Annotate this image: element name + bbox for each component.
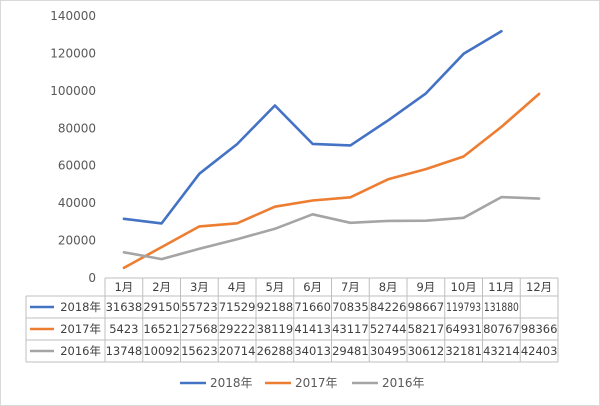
table-value: 84226 <box>370 300 407 314</box>
y-tick-label: 60000 <box>58 159 96 173</box>
table-value: 43117 <box>332 322 369 336</box>
table-value: 92188 <box>257 300 294 314</box>
x-tick-label: 4月 <box>228 280 247 294</box>
x-tick-label: 10月 <box>451 280 477 294</box>
table-value: 32181 <box>445 344 482 358</box>
table-value: 119793 <box>446 300 481 314</box>
table-value: 31638 <box>106 300 143 314</box>
table-series-name: 2018年 <box>60 300 101 314</box>
x-tick-label: 11月 <box>488 280 514 294</box>
plot-area <box>122 29 541 270</box>
table-value: 131880 <box>484 300 519 314</box>
table-value: 27568 <box>181 322 218 336</box>
table-value: 29150 <box>143 300 180 314</box>
table-value: 58217 <box>408 322 445 336</box>
table-value: 29222 <box>219 322 256 336</box>
series-line-1 <box>122 92 541 270</box>
table-value: 98667 <box>408 300 445 314</box>
y-axis: 0 20000 40000 60000 80000 100000 120000 140000 <box>50 9 96 285</box>
table-value: 71660 <box>294 300 331 314</box>
y-tick-label: 100000 <box>50 84 96 98</box>
table-value: 29481 <box>332 344 369 358</box>
table-value: 41413 <box>294 322 331 336</box>
table-value: 34013 <box>294 344 331 358</box>
table-value: 30495 <box>370 344 407 358</box>
table-value: 52744 <box>370 322 407 336</box>
x-tick-label: 8月 <box>379 280 398 294</box>
y-tick-label: 80000 <box>58 121 96 135</box>
table-value: 42403 <box>521 344 558 358</box>
x-tick-label: 7月 <box>341 280 360 294</box>
table-value: 30612 <box>408 344 445 358</box>
table-value: 55723 <box>181 300 218 314</box>
table-value: 15623 <box>181 344 218 358</box>
x-tick-label: 6月 <box>303 280 322 294</box>
table-value: 38119 <box>257 322 294 336</box>
x-tick-label: 2月 <box>152 280 171 294</box>
table-value: 80767 <box>483 322 520 336</box>
y-tick-label: 20000 <box>58 234 96 248</box>
table-value: 26288 <box>257 344 294 358</box>
table-value: 43214 <box>483 344 520 358</box>
x-tick-label: 9月 <box>416 280 435 294</box>
legend-label: 2017年 <box>295 376 338 390</box>
table-value: 10092 <box>143 344 180 358</box>
table-value: 70835 <box>332 300 369 314</box>
table-series-name: 2016年 <box>60 344 101 358</box>
legend-label: 2018年 <box>210 376 253 390</box>
table-value: 71529 <box>219 300 256 314</box>
table-series-name: 2017年 <box>60 322 101 336</box>
table-value: 13748 <box>106 344 143 358</box>
table-value: 5423 <box>109 322 138 336</box>
y-tick-label: 120000 <box>50 46 96 60</box>
x-tick-label: 5月 <box>265 280 284 294</box>
x-tick-label: 12月 <box>526 280 552 294</box>
x-tick-label: 3月 <box>190 280 209 294</box>
y-tick-label: 0 <box>88 271 96 285</box>
y-tick-label: 140000 <box>50 9 96 23</box>
table-value: 98366 <box>521 322 558 336</box>
legend: 2018年 2017年 2016年 <box>180 376 425 390</box>
series-line-2 <box>122 195 541 261</box>
table-value: 64931 <box>445 322 482 336</box>
y-tick-label: 40000 <box>58 196 96 210</box>
table-value: 20714 <box>219 344 256 358</box>
data-table: 1月 2月 3月 4月 5月 6月 7月 8月 9月 10月 11月 12月 2018年 31638 291… <box>25 277 559 363</box>
x-tick-label: 1月 <box>114 280 133 294</box>
legend-label: 2016年 <box>382 376 425 390</box>
series-line-0 <box>122 29 503 225</box>
table-value: 16521 <box>143 322 180 336</box>
